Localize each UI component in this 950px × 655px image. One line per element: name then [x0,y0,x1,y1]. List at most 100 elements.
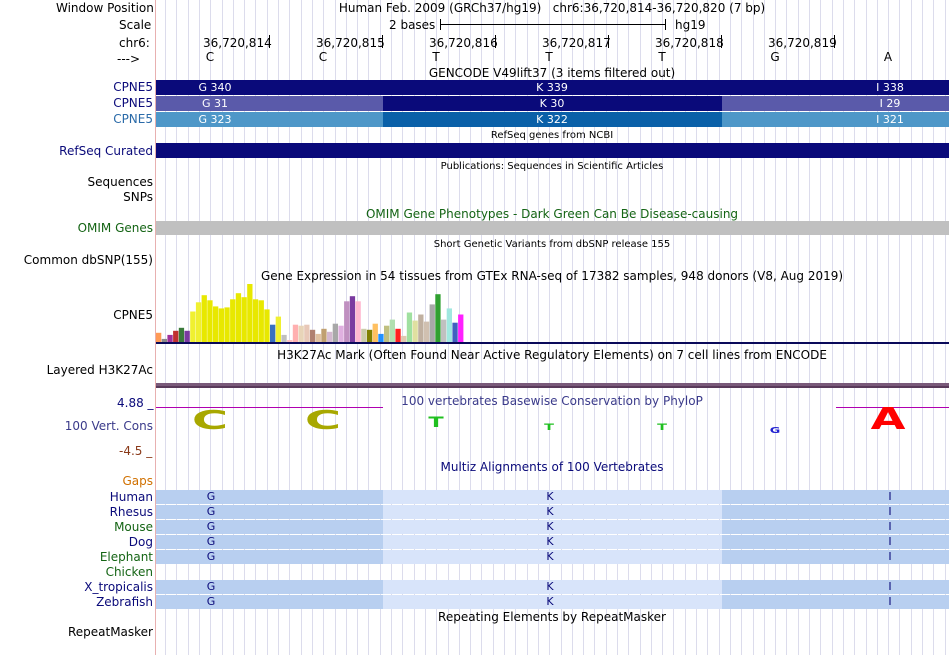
multiz-alignment-block[interactable] [722,505,949,519]
gtex-tissue-bar[interactable] [230,299,236,342]
phylop-label[interactable]: 100 Vert. Cons [64,419,153,433]
multiz-alignment-block[interactable] [383,520,722,534]
gtex-tissue-bar[interactable] [173,330,179,342]
multiz-alignment-block[interactable] [383,550,722,564]
gencode-exon-segment[interactable] [156,80,383,95]
multiz-gaps-label[interactable]: Gaps [122,474,153,488]
gtex-tissue-bar[interactable] [213,306,219,342]
gtex-tissue-bar[interactable] [270,324,276,342]
gtex-tissue-bar[interactable] [264,309,270,342]
gtex-tissue-bar[interactable] [327,331,333,342]
multiz-species-label[interactable]: X_tropicalis [84,580,153,594]
gtex-tissue-bar[interactable] [384,325,390,342]
gtex-tissue-bar[interactable] [156,332,162,342]
gtex-tissue-bar[interactable] [372,323,378,342]
gencode-title[interactable]: GENCODE V49lift37 (3 items filtered out) [428,66,676,80]
h3k27ac-label[interactable]: Layered H3K27Ac [46,363,153,377]
gtex-bar-chart[interactable] [156,284,949,346]
gtex-tissue-bar[interactable] [344,301,350,342]
gtex-tissue-bar[interactable] [406,312,413,343]
repeatmasker-label[interactable]: RepeatMasker [67,625,153,639]
gtex-title[interactable]: Gene Expression in 54 tissues from GTEx … [260,269,844,283]
phylop-base-letter[interactable]: T [428,415,444,431]
gtex-tissue-bar[interactable] [178,327,185,342]
repeatmasker-title[interactable]: Repeating Elements by RepeatMasker [438,610,666,624]
gtex-tissue-bar[interactable] [258,300,264,342]
h3k27ac-signal[interactable] [156,383,949,387]
gtex-tissue-bar[interactable] [309,329,316,342]
multiz-alignment-block[interactable] [722,550,949,564]
gtex-tissue-bar[interactable] [190,311,196,343]
gtex-tissue-bar[interactable] [321,328,327,342]
multiz-alignment-block[interactable] [383,490,722,504]
multiz-alignment-block[interactable] [383,535,722,549]
gtex-tissue-bar[interactable] [452,322,458,342]
gencode-exon-segment[interactable] [383,96,722,111]
multiz-title[interactable]: Multiz Alignments of 100 Vertebrates [440,460,664,474]
gtex-label[interactable]: CPNE5 [113,308,153,322]
gencode-exon-segment[interactable] [156,112,383,127]
phylop-base-letter[interactable]: T [544,423,554,433]
multiz-alignment-block[interactable] [383,580,722,594]
omim-label[interactable]: OMIM Genes [77,221,153,235]
dbsnp-title[interactable]: Short Genetic Variants from dbSNP releas… [433,239,671,250]
refseq-label[interactable]: RefSeq Curated [59,144,153,158]
gtex-tissue-bar[interactable] [401,335,407,342]
gencode-track-label[interactable]: CPNE5 [113,80,153,94]
multiz-alignment-block[interactable] [722,535,949,549]
multiz-alignment-block[interactable] [156,550,383,564]
gtex-tissue-bar[interactable] [292,324,299,342]
gtex-tissue-bar[interactable] [241,297,247,342]
gencode-track-label[interactable]: CPNE5 [113,112,153,126]
multiz-alignment-block[interactable] [722,520,949,534]
gencode-exon-segment[interactable] [383,80,722,95]
gtex-tissue-bar[interactable] [247,284,253,342]
phylop-base-letter[interactable]: C [304,406,342,436]
multiz-alignment-block[interactable] [156,490,383,504]
multiz-species-label[interactable]: Chicken [105,565,153,579]
multiz-alignment-block[interactable] [156,580,383,594]
gtex-tissue-bar[interactable] [423,321,430,342]
multiz-species-label[interactable]: Mouse [114,520,153,534]
gtex-tissue-bar[interactable] [207,300,213,342]
gtex-tissue-bar[interactable] [315,333,321,342]
gtex-tissue-bar[interactable] [224,307,230,342]
multiz-alignment-block[interactable] [156,535,383,549]
gencode-exon-segment[interactable] [722,112,949,127]
phylop-base-letter[interactable]: C [191,406,229,436]
publications-title[interactable]: Publications: Sequences in Scientific Ar… [440,161,664,172]
gencode-exon-segment[interactable] [722,96,949,111]
multiz-alignment-block[interactable] [156,520,383,534]
gtex-tissue-bar[interactable] [184,330,190,342]
omim-title[interactable]: OMIM Gene Phenotypes - Dark Green Can Be… [365,207,739,221]
omim-gene-bar[interactable] [156,221,949,235]
multiz-alignment-block[interactable] [383,595,722,609]
multiz-species-label[interactable]: Zebrafish [96,595,153,609]
gencode-track-label[interactable]: CPNE5 [113,96,153,110]
gtex-tissue-bar[interactable] [412,320,418,342]
gtex-tissue-bar[interactable] [218,308,224,342]
gtex-tissue-bar[interactable] [458,314,464,343]
gtex-tissue-bar[interactable] [298,325,304,342]
gtex-tissue-bar[interactable] [195,302,202,342]
gtex-tissue-bar[interactable] [355,301,361,342]
phylop-base-letter[interactable]: A [870,402,906,437]
publications-snps-label[interactable]: SNPs [123,190,153,204]
gtex-tissue-bar[interactable] [235,293,242,342]
refseq-title[interactable]: RefSeq genes from NCBI [490,130,614,141]
gtex-tissue-bar[interactable] [366,329,373,342]
gtex-tissue-bar[interactable] [281,334,287,342]
gtex-tissue-bar[interactable] [161,338,167,342]
gtex-tissue-bar[interactable] [275,316,281,342]
phylop-base-letter[interactable]: G [769,426,781,435]
phylop-title[interactable]: 100 vertebrates Basewise Conservation by… [401,394,703,408]
multiz-alignment-block[interactable] [383,505,722,519]
gtex-tissue-bar[interactable] [349,296,356,342]
gtex-tissue-bar[interactable] [446,308,452,342]
gencode-exon-segment[interactable] [722,80,949,95]
phylop-base-letter[interactable]: T [657,423,667,433]
gtex-tissue-bar[interactable] [435,294,441,342]
gtex-tissue-bar[interactable] [338,325,344,342]
gtex-tissue-bar[interactable] [287,340,293,342]
